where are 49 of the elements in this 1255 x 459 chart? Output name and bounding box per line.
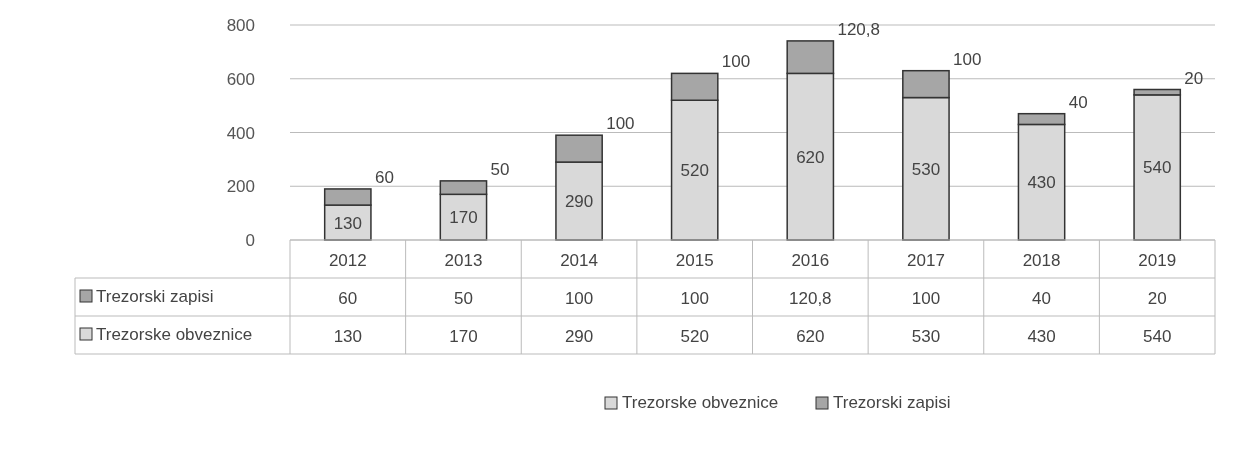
text: Trezorske obveznice — [622, 393, 779, 412]
x-tick-label: 2016 — [791, 251, 830, 270]
text: 540 — [1143, 158, 1172, 178]
y-tick-label: 800 — [226, 16, 255, 35]
text: 100 — [953, 49, 982, 69]
text: 530 — [911, 159, 941, 179]
text: 120,8 — [837, 19, 880, 39]
y-tick-label: 400 — [226, 123, 255, 143]
x-tick-label: 2015 — [675, 251, 714, 270]
data-label: 430 — [1027, 327, 1056, 346]
data-label: 100 — [680, 289, 709, 308]
text: 40 — [1068, 92, 1088, 112]
text: 520 — [680, 161, 709, 181]
data-label: 60 — [338, 289, 358, 308]
x-tick-label: 2017 — [907, 251, 945, 270]
data-label: 530 — [911, 327, 941, 346]
data-label: 170 — [449, 327, 478, 346]
legend-label: Trezorski zapisi — [96, 287, 214, 306]
text: 20 — [1184, 68, 1204, 88]
data-label: 100 — [564, 289, 594, 308]
x-tick-label: 2012 — [328, 251, 367, 270]
text: 620 — [796, 147, 825, 167]
text: 50 — [490, 159, 510, 179]
y-tick-label: 200 — [226, 177, 255, 197]
data-label: 620 — [796, 327, 825, 346]
text: 290 — [564, 192, 594, 212]
text: 60 — [374, 167, 394, 187]
text: 430 — [1027, 173, 1056, 193]
data-label: 20 — [1147, 289, 1167, 308]
legend-label: Trezorske obveznice — [96, 325, 253, 344]
data-label: 520 — [680, 327, 709, 346]
x-tick-label: 2019 — [1138, 251, 1177, 270]
text: 170 — [449, 208, 478, 228]
data-label: 50 — [453, 289, 473, 308]
y-tick-label: 0 — [245, 231, 255, 250]
data-label: 120,8 — [789, 289, 832, 308]
data-label: 100 — [911, 289, 941, 308]
text: 130 — [333, 213, 362, 233]
text: 100 — [606, 114, 635, 134]
text: Trezorski zapisi — [833, 393, 951, 412]
x-tick-label: 2018 — [1022, 251, 1061, 270]
data-label: 40 — [1032, 289, 1052, 308]
x-tick-label: 2013 — [444, 251, 483, 270]
x-tick-label: 2014 — [560, 251, 598, 270]
y-tick-label: 600 — [226, 69, 255, 89]
data-label: 540 — [1143, 327, 1172, 346]
data-label: 130 — [333, 327, 362, 346]
data-label: 290 — [564, 327, 594, 346]
text: 100 — [721, 52, 751, 72]
